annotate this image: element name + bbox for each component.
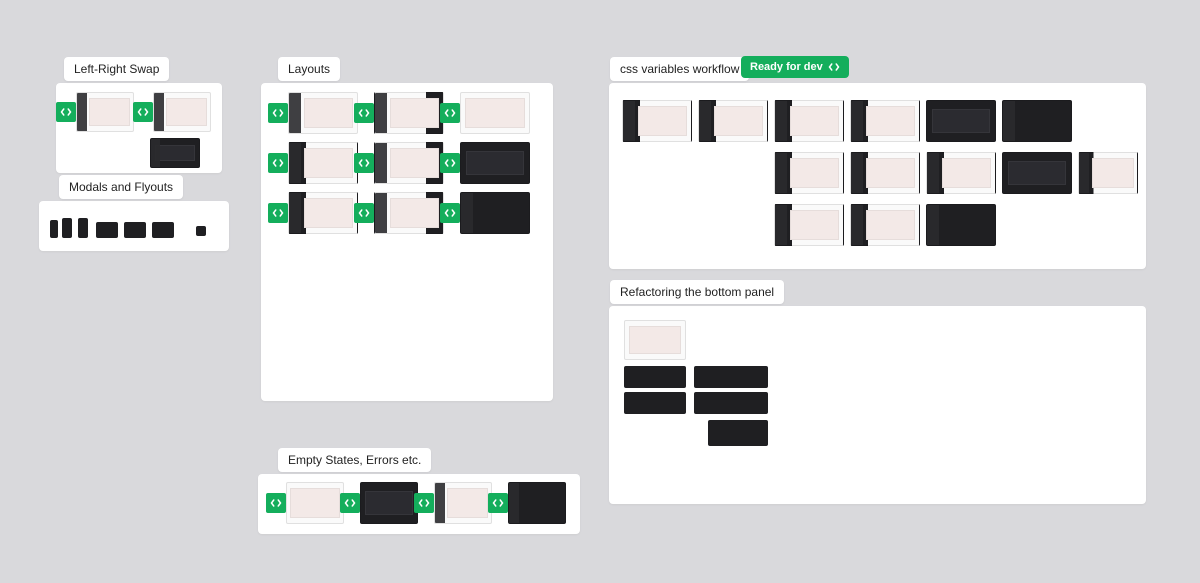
left_right_swap-frame[interactable] [150,138,200,168]
frame-thumbnail[interactable] [850,100,920,142]
css_vars-frame[interactable] [850,204,920,246]
bottom_panel-section [609,306,1146,504]
empty_states-frame[interactable] [276,482,344,524]
css_vars-frame[interactable] [850,100,920,142]
bottom_panel-mini-frame[interactable] [694,366,768,388]
css_vars-frame[interactable] [774,204,844,246]
layouts-frame[interactable] [278,192,358,234]
code-badge-icon[interactable] [266,493,286,513]
css_vars-frame[interactable] [850,152,920,194]
frame-thumbnail[interactable] [288,92,358,134]
layouts-frame[interactable] [278,142,358,184]
frame-thumbnail[interactable] [460,92,530,134]
frame-thumbnail[interactable] [374,192,444,234]
frame-thumbnail[interactable] [374,92,444,134]
frame-thumbnail[interactable] [150,138,200,168]
frame-thumbnail[interactable] [1002,100,1072,142]
frame-thumbnail[interactable] [1002,152,1072,194]
empty_states-title[interactable]: Empty States, Errors etc. [278,448,431,472]
css_vars-frame[interactable] [774,152,844,194]
frame-thumbnail[interactable] [1078,152,1138,194]
modals_flyouts-mini-frame[interactable] [196,226,206,236]
frame-thumbnail[interactable] [774,204,844,246]
frame-thumbnail[interactable] [850,204,920,246]
css_vars-title[interactable]: css variables workflow [610,57,749,81]
css_vars-frame[interactable] [1078,152,1138,194]
frame-thumbnail[interactable] [434,482,492,524]
css_vars-frame[interactable] [926,100,996,142]
frame-thumbnail[interactable] [622,100,692,142]
code-badge-icon[interactable] [268,103,288,123]
frame-thumbnail[interactable] [624,320,686,360]
code-badge-icon[interactable] [354,203,374,223]
frame-thumbnail[interactable] [286,482,344,524]
code-badge-icon[interactable] [56,102,76,122]
layouts-frame[interactable] [364,142,444,184]
modals_flyouts-mini-frame[interactable] [152,222,174,238]
css_vars-status-pill[interactable]: Ready for dev [741,56,849,78]
frame-thumbnail[interactable] [76,92,134,132]
code-badge-icon[interactable] [354,153,374,173]
code-badge-icon[interactable] [133,102,153,122]
frame-thumbnail[interactable] [374,142,444,184]
css_vars-frame[interactable] [1002,100,1072,142]
layouts-frame[interactable] [450,142,530,184]
frame-thumbnail[interactable] [508,482,566,524]
code-badge-icon[interactable] [414,493,434,513]
left_right_swap-frame[interactable] [143,92,211,132]
css_vars-frame[interactable] [698,100,768,142]
modals_flyouts-title[interactable]: Modals and Flyouts [59,175,183,199]
empty_states-frame[interactable] [350,482,418,524]
bottom_panel-title[interactable]: Refactoring the bottom panel [610,280,784,304]
frame-thumbnail[interactable] [153,92,211,132]
layouts-frame[interactable] [450,192,530,234]
layouts-frame[interactable] [364,192,444,234]
code-badge-icon[interactable] [268,153,288,173]
empty_states-frame[interactable] [424,482,492,524]
modals_flyouts-mini-frame[interactable] [124,222,146,238]
bottom_panel-mini-frame[interactable] [694,392,768,414]
frame-thumbnail[interactable] [850,152,920,194]
frame-thumbnail[interactable] [774,100,844,142]
bottom_panel-mini-frame[interactable] [708,420,768,446]
empty_states-frame[interactable] [498,482,566,524]
frame-thumbnail[interactable] [774,152,844,194]
bottom_panel-mini-frame[interactable] [624,392,686,414]
status-label: Ready for dev [750,61,823,73]
layouts-frame[interactable] [450,92,530,134]
layouts-frame[interactable] [278,92,358,134]
code-badge-icon[interactable] [488,493,508,513]
frame-thumbnail[interactable] [460,192,530,234]
modals_flyouts-mini-frame[interactable] [78,218,88,238]
code-badge-icon[interactable] [340,493,360,513]
bottom_panel-frame[interactable] [624,320,686,360]
code-badge-icon[interactable] [440,153,460,173]
code-icon [828,61,840,73]
frame-thumbnail[interactable] [460,142,530,184]
frame-thumbnail[interactable] [926,100,996,142]
modals_flyouts-mini-frame[interactable] [50,220,58,238]
layouts-frame[interactable] [364,92,444,134]
modals_flyouts-mini-frame[interactable] [62,218,72,238]
left_right_swap-title[interactable]: Left-Right Swap [64,57,169,81]
frame-thumbnail[interactable] [288,142,358,184]
frame-thumbnail[interactable] [926,204,996,246]
css_vars-frame[interactable] [622,100,692,142]
frame-thumbnail[interactable] [288,192,358,234]
frame-thumbnail[interactable] [698,100,768,142]
css_vars-frame[interactable] [774,100,844,142]
left_right_swap-frame[interactable] [66,92,134,132]
css_vars-frame[interactable] [1002,152,1072,194]
css_vars-frame[interactable] [926,204,996,246]
code-badge-icon[interactable] [440,103,460,123]
layouts-title[interactable]: Layouts [278,57,340,81]
frame-thumbnail[interactable] [360,482,418,524]
modals_flyouts-mini-frame[interactable] [96,222,118,238]
code-badge-icon[interactable] [354,103,374,123]
css_vars-frame[interactable] [926,152,996,194]
code-badge-icon[interactable] [440,203,460,223]
code-badge-icon[interactable] [268,203,288,223]
frame-thumbnail[interactable] [926,152,996,194]
bottom_panel-mini-frame[interactable] [624,366,686,388]
